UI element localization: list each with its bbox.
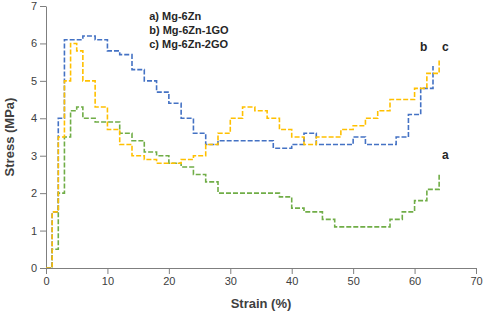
x-tick-mark (292, 268, 293, 274)
x-tick-label: 70 (470, 275, 482, 287)
y-tick-label: 0 (31, 262, 37, 274)
y-tick-mark (40, 231, 46, 232)
y-tick: 7 (31, 0, 46, 12)
series-line (46, 36, 433, 268)
x-tick-mark (230, 268, 231, 274)
y-tick-mark (40, 43, 46, 44)
y-axis-title: Stress (MPa) (2, 98, 17, 177)
y-tick-label: 7 (31, 0, 37, 12)
plot: 0 10 20 30 40 50 60 70 0 1 2 3 4 5 6 7 a) Mg-6Zn b) Mg-6Z… (31, 0, 483, 287)
x-tick: 40 (286, 268, 298, 287)
x-tick-label: 50 (348, 275, 360, 287)
annotation: b (420, 40, 427, 54)
legend-entry: c) Mg-6Zn-2GO (149, 38, 228, 50)
annotation: a (442, 148, 449, 162)
x-tick-label: 60 (409, 275, 421, 287)
y-tick-label: 4 (31, 112, 37, 124)
legend-entry: b) Mg-6Zn-1GO (149, 24, 229, 36)
x-tick-label: 10 (102, 275, 114, 287)
y-tick-mark (40, 268, 46, 269)
y-tick: 6 (31, 37, 46, 49)
x-axis: 0 10 20 30 40 50 60 70 (43, 268, 482, 287)
x-tick-mark (46, 268, 47, 274)
x-tick-label: 0 (43, 275, 49, 287)
series-line (46, 43, 439, 268)
series-line (46, 107, 439, 268)
y-axis-line (46, 7, 47, 269)
x-tick-mark (169, 268, 170, 274)
x-tick: 50 (348, 268, 360, 287)
y-tick: 3 (31, 150, 46, 162)
legend-entry: a) Mg-6Zn (149, 10, 201, 22)
x-tick-label: 40 (286, 275, 298, 287)
x-tick-mark (107, 268, 108, 274)
y-tick: 1 (31, 225, 46, 237)
x-tick: 60 (409, 268, 421, 287)
y-tick-label: 6 (31, 37, 37, 49)
y-tick-mark (40, 118, 46, 119)
y-tick: 0 (31, 262, 46, 274)
x-tick-label: 30 (225, 275, 237, 287)
y-tick-label: 2 (31, 187, 37, 199)
x-tick-mark (415, 268, 416, 274)
x-tick: 0 (43, 268, 49, 287)
lines (46, 36, 439, 268)
y-tick-mark (40, 6, 46, 7)
y-tick-label: 5 (31, 75, 37, 87)
x-tick: 70 (470, 268, 482, 287)
y-tick: 4 (31, 112, 46, 124)
x-axis-title: Strain (%) (231, 296, 292, 311)
y-tick-mark (40, 81, 46, 82)
x-tick-mark (476, 268, 477, 274)
x-tick-mark (353, 268, 354, 274)
y-tick-label: 1 (31, 225, 37, 237)
annotation: c (442, 40, 449, 54)
y-tick-mark (40, 156, 46, 157)
chart: 0 10 20 30 40 50 60 70 0 1 2 3 4 5 6 7 a) Mg-6Zn b) Mg-6Z… (0, 0, 496, 318)
y-tick: 5 (31, 75, 46, 87)
y-tick-label: 3 (31, 150, 37, 162)
y-tick: 2 (31, 187, 46, 199)
x-tick: 10 (102, 268, 114, 287)
x-tick: 30 (225, 268, 237, 287)
y-axis: 0 1 2 3 4 5 6 7 (31, 0, 47, 274)
x-tick-label: 20 (163, 275, 175, 287)
legend: a) Mg-6Zn b) Mg-6Zn-1GO c) Mg-6Zn-2GO (149, 10, 229, 50)
y-tick-mark (40, 193, 46, 194)
x-axis-line (47, 268, 477, 269)
x-tick: 20 (163, 268, 175, 287)
